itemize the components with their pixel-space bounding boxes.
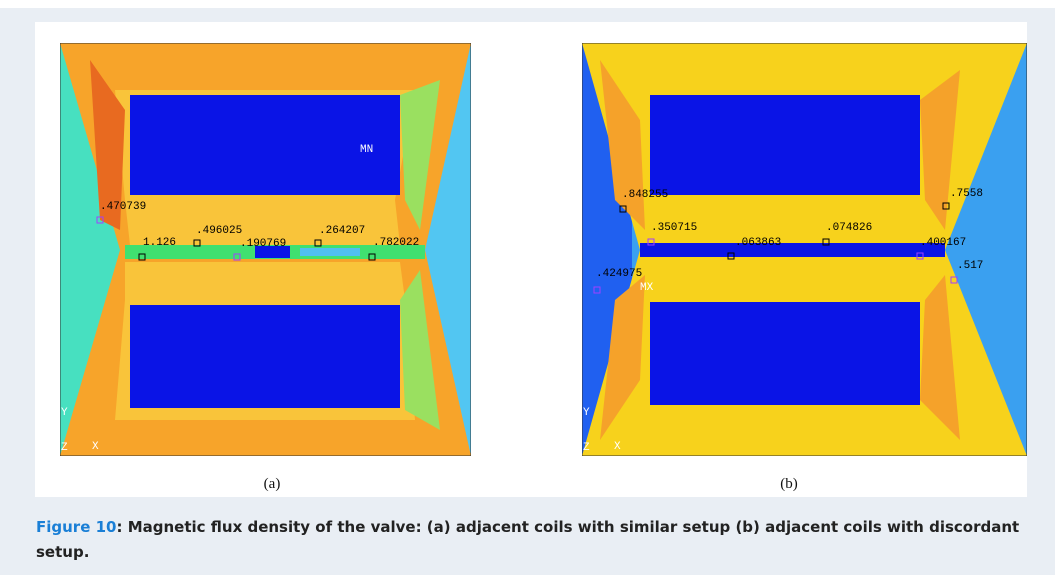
annotation: .848255 <box>622 189 668 201</box>
annotation: .400167 <box>920 237 966 249</box>
page: .470739 1.126 .496025 .190769 .264207 .7… <box>0 0 1055 584</box>
panel-label: (a) <box>264 476 281 492</box>
annotation: Y <box>583 407 590 419</box>
annotation: 1.126 <box>143 237 176 249</box>
annotation: .782022 <box>373 237 419 249</box>
annotation: MN <box>360 144 373 156</box>
panel-label: (b) <box>780 476 798 492</box>
annotation: .7558 <box>950 188 983 200</box>
caption-label: Figure 10 <box>36 518 116 536</box>
panel-image: .470739 1.126 .496025 .190769 .264207 .7… <box>60 43 471 456</box>
annotation: .350715 <box>651 222 697 234</box>
annotation: MX <box>640 282 654 294</box>
figure: .470739 1.126 .496025 .190769 .264207 .7… <box>35 22 1027 497</box>
annotation: .190769 <box>240 238 286 250</box>
annotation: Y <box>61 407 68 419</box>
annotation: .517 <box>957 260 983 272</box>
annotation: .074826 <box>826 222 872 234</box>
caption: Figure 10: Magnetic flux density of the … <box>36 515 1021 565</box>
panel-image: .848255 .7558 .350715 .063863 .074826 .4… <box>582 43 1027 456</box>
caption-text: : Magnetic flux density of the valve: (a… <box>36 518 1019 561</box>
annotation: X <box>92 441 99 453</box>
annotation: .063863 <box>735 237 781 249</box>
annotation: .264207 <box>319 225 365 237</box>
annotation: .470739 <box>100 201 146 213</box>
annotation: Z <box>61 442 68 454</box>
annotation: .424975 <box>596 268 642 280</box>
annotation: .496025 <box>196 225 242 237</box>
annotation: Z <box>583 442 590 454</box>
annotation: X <box>614 441 621 453</box>
